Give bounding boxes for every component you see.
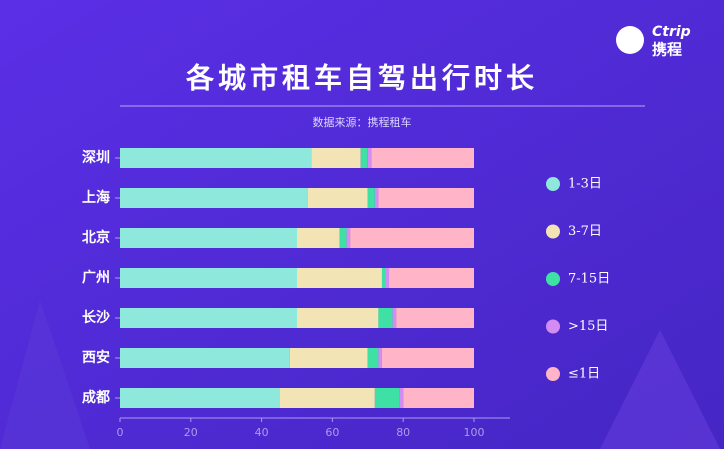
x-tick-label: 80	[396, 426, 410, 439]
bar-segment	[403, 388, 474, 408]
bar-segment	[378, 308, 393, 328]
legend-swatch	[546, 272, 560, 286]
y-tick-label: 上海	[82, 189, 110, 206]
x-tick-label: 0	[117, 426, 124, 439]
bar-segment	[367, 188, 375, 208]
decoration	[600, 330, 720, 449]
bar-segment	[389, 268, 474, 288]
x-tick-label: 20	[184, 426, 198, 439]
legend-label: >15日	[568, 319, 608, 334]
chart-title: 各城市租车自驾出行时长	[185, 62, 538, 95]
legend-label: 7-15日	[568, 272, 610, 287]
x-tick-label: 40	[255, 426, 269, 439]
bar-segment	[311, 148, 361, 168]
bar-segment	[307, 188, 368, 208]
legend-swatch	[546, 177, 560, 191]
bar-segment	[297, 308, 379, 328]
bar-segment	[120, 388, 280, 408]
bar-segment	[371, 148, 474, 168]
bar-segment	[381, 268, 386, 288]
y-tick-label: 成都	[82, 389, 110, 406]
bar-segment	[374, 388, 400, 408]
bar-segment	[120, 148, 312, 168]
bar-segment	[392, 308, 397, 328]
bar-segment	[297, 268, 382, 288]
bar-segment	[396, 308, 474, 328]
bar-segment	[120, 268, 297, 288]
x-tick-label: 60	[325, 426, 339, 439]
y-tick-label: 深圳	[82, 149, 110, 166]
bar-segment	[385, 268, 390, 288]
legend-swatch	[546, 367, 560, 381]
logo-name: 携程	[652, 41, 682, 59]
y-tick-label: 广州	[82, 269, 110, 286]
bar-segment	[120, 188, 308, 208]
bar-segment	[381, 348, 474, 368]
legend-swatch	[546, 319, 560, 334]
x-tick-label: 100	[464, 426, 485, 439]
bar-segment	[378, 188, 474, 208]
bar-segment	[378, 348, 382, 368]
logo-icon	[616, 26, 644, 54]
bar-segment	[374, 188, 379, 208]
legend-label: 1-3日	[568, 177, 602, 192]
bar-segment	[367, 148, 372, 168]
bar-segment	[346, 228, 351, 248]
bar-segment	[399, 388, 404, 408]
bar-segment	[120, 228, 297, 248]
y-tick-label: 西安	[82, 349, 110, 366]
chart-subtitle: 数据来源：携程租车	[313, 115, 412, 129]
bar-segment	[279, 388, 375, 408]
bar-segment	[367, 348, 379, 368]
legend-label: ≤1日	[568, 367, 600, 382]
bar-segment	[120, 348, 290, 368]
bar-segment	[120, 308, 297, 328]
decoration	[0, 300, 90, 449]
bar-segment	[339, 228, 347, 248]
y-tick-label: 北京	[82, 229, 110, 246]
legend-label: 3-7日	[568, 224, 602, 239]
y-tick-label: 长沙	[82, 309, 110, 326]
bar-segment	[350, 228, 474, 248]
legend-swatch	[546, 224, 560, 239]
bar-segment	[360, 148, 368, 168]
bar-segment	[297, 228, 340, 248]
bar-segment	[289, 348, 368, 368]
logo-brand: Ctrip	[652, 24, 691, 40]
